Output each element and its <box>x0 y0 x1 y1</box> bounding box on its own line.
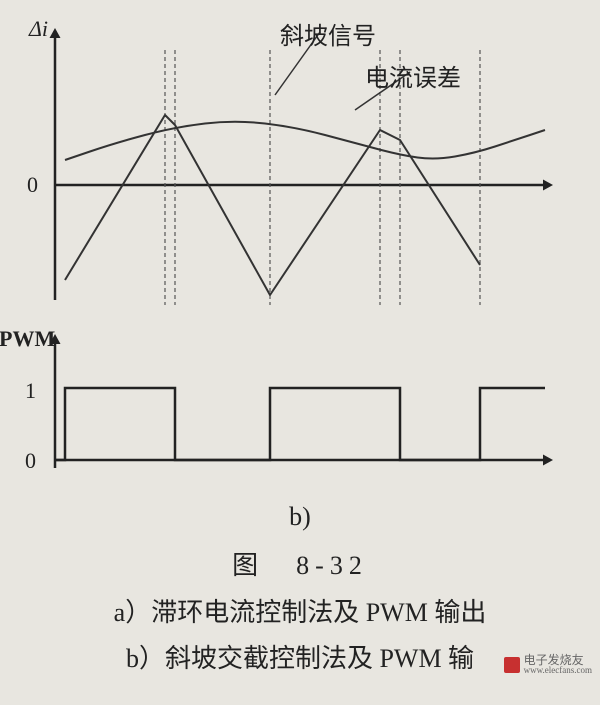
pwm-tick-1: 1 <box>25 378 36 404</box>
delta-i-ylabel: Δi <box>29 16 48 42</box>
pwm-chart: PWM 1 0 <box>45 330 555 495</box>
delta-i-chart: Δi 0 <box>45 20 555 310</box>
pwm-svg <box>45 330 555 495</box>
pwm-ylabel: PWM <box>0 326 55 352</box>
current-error-label: 电流误差 <box>365 58 461 93</box>
caption-line-a: a）滞环电流控制法及 PWM 输出 <box>0 592 600 629</box>
watermark-url: www.elecfans.com <box>524 666 592 675</box>
watermark-icon <box>504 657 520 673</box>
delta-i-zero-label: 0 <box>27 172 38 198</box>
pwm-tick-0: 0 <box>25 448 36 474</box>
ramp-signal-label: 斜坡信号 <box>280 16 376 51</box>
watermark: 电子发烧友 www.elecfans.com <box>504 654 592 675</box>
subfig-b-label: b) <box>0 502 600 532</box>
delta-i-svg <box>45 20 555 310</box>
figure-number: 图 8-32 <box>0 545 600 582</box>
